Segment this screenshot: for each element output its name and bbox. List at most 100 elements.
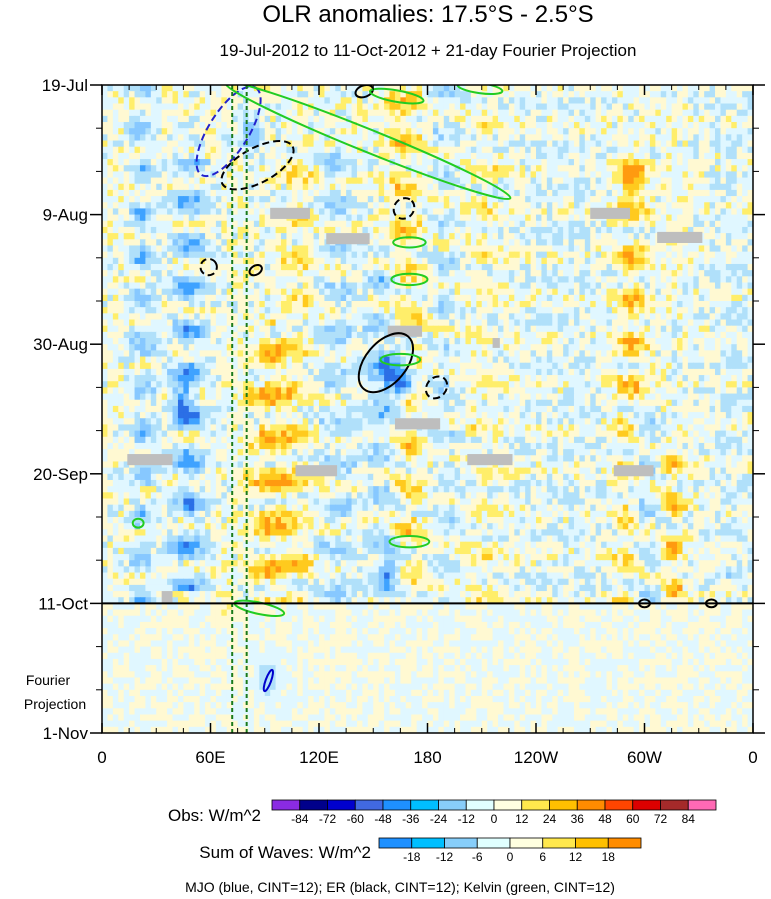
chart-title: OLR anomalies: 17.5°S - 2.5°S — [262, 1, 593, 28]
reference-lines — [102, 85, 753, 733]
missing-data-layer — [127, 207, 703, 604]
colorbar-label: 6 — [539, 850, 546, 864]
colorbar-label: 72 — [654, 812, 668, 826]
missing-data-box — [270, 207, 310, 219]
missing-data-box — [387, 325, 423, 337]
chart-subtitle: 19-Jul-2012 to 11-Oct-2012 + 21-day Four… — [220, 41, 637, 60]
colorbar-swatch — [542, 837, 576, 849]
obs-colorbar: -84 -72 -60 -48 -36 -24 -12 0 12 24 36 48 60 72 84 — [271, 799, 717, 826]
x-tick-label: 120E — [299, 748, 339, 767]
colorbar-swatch — [687, 799, 717, 811]
wave-contour-er — [357, 332, 415, 394]
wave-legend-footnote: MJO (blue, CINT=12); ER (black, CINT=12)… — [185, 879, 615, 895]
colorbar-label: 36 — [571, 812, 585, 826]
missing-data-box — [295, 465, 338, 477]
missing-data-box — [127, 454, 173, 466]
wave-contour-mjo — [262, 668, 274, 693]
wave-contour-kelvin — [369, 87, 425, 105]
missing-data-box — [657, 231, 703, 243]
y-tick-label: 1-Nov — [43, 724, 89, 743]
missing-data-box — [161, 591, 173, 604]
missing-data-box — [394, 418, 441, 430]
wave-contour-kelvin — [131, 517, 145, 529]
wave-contour-kelvin — [224, 85, 512, 201]
wave-contour-kelvin — [388, 534, 431, 549]
colorbar-label: 12 — [569, 850, 583, 864]
waves-colorbar-name: Sum of Waves: W/m^2 — [199, 843, 371, 862]
wave-contour-er — [248, 264, 263, 277]
colorbar-swatch — [575, 837, 609, 849]
colorbar-label: -12 — [436, 850, 454, 864]
x-tick-label: 0 — [97, 748, 106, 767]
colorbar-label: 18 — [602, 850, 616, 864]
colorbar-label: -6 — [472, 850, 483, 864]
colorbar-label: -60 — [347, 812, 365, 826]
colorbar-swatch — [632, 799, 661, 811]
colorbar-swatch — [607, 837, 642, 849]
colorbar-label: 12 — [515, 812, 529, 826]
wave-contour-er — [199, 257, 218, 277]
colorbar-swatch — [382, 799, 412, 811]
y-tick-label: 20-Sep — [33, 465, 88, 484]
wave-contour-er — [354, 85, 374, 99]
colorbar-swatch — [354, 799, 384, 811]
missing-data-box — [492, 338, 500, 348]
y-tick-label: 9-Aug — [43, 206, 88, 225]
colorbar-label: 48 — [598, 812, 612, 826]
olr-anomaly-field — [102, 85, 753, 733]
colorbar-label: 0 — [507, 850, 514, 864]
colorbar-swatch — [438, 799, 467, 811]
missing-data-box — [326, 233, 370, 245]
wave-contour-kelvin — [390, 272, 429, 287]
projection-label-line2: Projection — [24, 696, 86, 712]
colorbar-swatch — [327, 799, 356, 811]
missing-data-box — [467, 454, 513, 466]
waves-colorbar: -18 -12 -6 0 6 12 18 — [378, 837, 642, 864]
x-tick-label: 60W — [627, 748, 662, 767]
colorbar-swatch — [271, 799, 301, 811]
y-tick-label: 19-Jul — [42, 76, 88, 95]
missing-data-box — [590, 207, 631, 219]
wave-contour-kelvin — [379, 352, 422, 367]
colorbar-swatch — [411, 837, 445, 849]
colorbar-label: -48 — [374, 812, 392, 826]
colorbar-swatch — [521, 799, 550, 811]
wave-contour-kelvin — [456, 85, 504, 96]
projection-label-line1: Fourier — [26, 672, 71, 688]
missing-data-box — [613, 465, 654, 477]
colorbar-label: -24 — [430, 812, 448, 826]
colorbar-label: 0 — [491, 812, 498, 826]
colorbar-label: -36 — [402, 812, 420, 826]
colorbar-swatch — [476, 837, 511, 849]
axes: 0 60E 120E 180 120W 60W 0 19-Jul 9-Aug 30-Aug 20-S… — [33, 76, 765, 767]
colorbar-swatch — [576, 799, 606, 811]
wave-contour-er — [220, 140, 295, 191]
colorbar-swatch — [493, 799, 523, 811]
x-tick-label: 120W — [514, 748, 558, 767]
colorbar-swatch — [660, 799, 689, 811]
x-tick-label: 180 — [413, 748, 441, 767]
y-tick-label: 30-Aug — [33, 335, 88, 354]
colorbar-swatch — [604, 799, 634, 811]
x-tick-label: 60E — [195, 748, 225, 767]
x-tick-label: 0 — [748, 748, 757, 767]
colorbar-swatch — [549, 799, 578, 811]
colorbar-swatch — [299, 799, 328, 811]
colorbar-swatch — [465, 799, 495, 811]
colorbar-swatch — [444, 837, 478, 849]
colorbar-swatch — [410, 799, 439, 811]
colorbar-label: -18 — [403, 850, 421, 864]
y-tick-label: 11-Oct — [38, 594, 88, 613]
wave-contour-kelvin — [392, 236, 427, 249]
colorbar-label: 24 — [543, 812, 557, 826]
wave-contour-er — [392, 197, 416, 220]
colorbar-swatch — [378, 837, 413, 849]
colorbar-label: -12 — [458, 812, 476, 826]
colorbar-label: 84 — [682, 812, 696, 826]
colorbar-label: -84 — [291, 812, 309, 826]
colorbar-label: 60 — [626, 812, 640, 826]
colorbar-swatch — [509, 837, 544, 849]
obs-colorbar-name: Obs: W/m^2 — [168, 806, 261, 825]
wave-contour-er — [424, 375, 449, 400]
